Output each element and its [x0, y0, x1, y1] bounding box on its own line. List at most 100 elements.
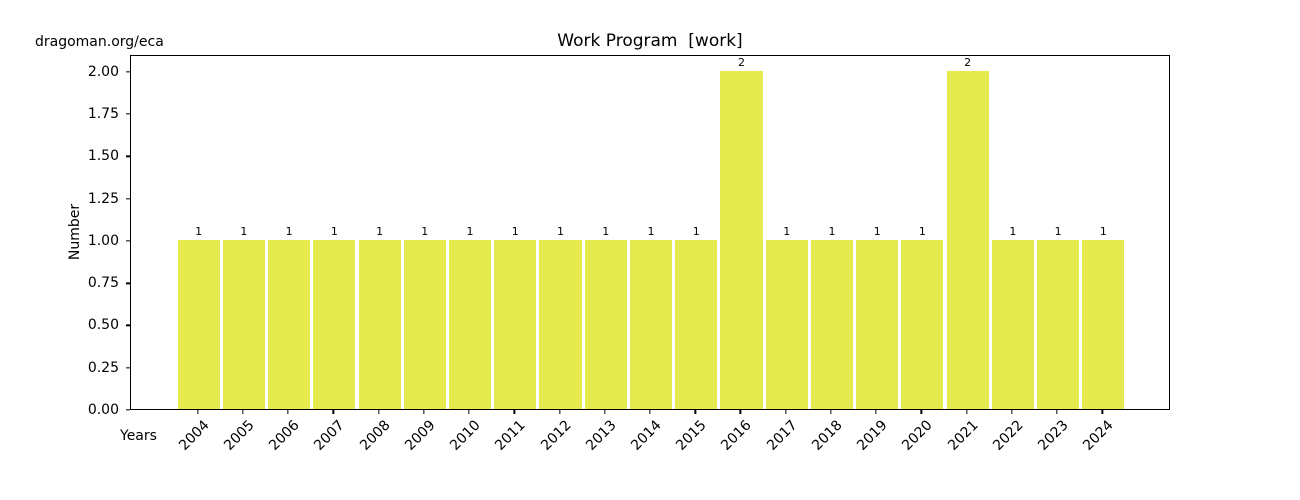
x-tick-mark-2018 [830, 410, 832, 414]
chart-title: Work Program [work] [557, 31, 743, 51]
y-tick-mark-0.50 [126, 324, 130, 327]
x-tick-label-2010: 2010 [447, 417, 484, 454]
x-tick-mark-2020 [920, 410, 923, 414]
bar-2021 [946, 70, 989, 409]
bar-2014 [629, 239, 673, 409]
bar-2023 [1037, 239, 1080, 409]
bar-2010 [449, 239, 492, 409]
x-tick-label-2014: 2014 [628, 417, 665, 454]
bar-value-label-2018: 1 [828, 224, 836, 238]
bar-2024 [1082, 239, 1125, 409]
y-tick-mark-1.50 [126, 155, 130, 158]
x-tick-mark-2005 [242, 410, 244, 414]
bar-value-label-2006: 1 [285, 224, 293, 238]
x-tick-label-2008: 2008 [356, 417, 394, 454]
y-tick-label-1.50: 1.50 [87, 148, 119, 165]
bar-2020 [901, 239, 944, 409]
y-tick-label-1.00: 1.00 [87, 232, 119, 249]
x-tick-mark-2024 [1101, 410, 1104, 414]
bar-value-label-2012: 1 [557, 224, 565, 238]
bar-2015 [675, 239, 718, 409]
bar-value-label-2009: 1 [421, 224, 429, 238]
bar-value-label-2011: 1 [511, 224, 519, 238]
y-tick-mark-1.25 [126, 198, 130, 200]
bar-value-label-2007: 1 [330, 224, 338, 238]
y-tick-mark-0.75 [126, 282, 130, 284]
bar-value-label-2010: 1 [466, 224, 474, 238]
x-tick-mark-2010 [468, 410, 470, 414]
x-tick-label-2009: 2009 [401, 417, 439, 454]
x-tick-label-2013: 2013 [582, 417, 620, 454]
bar-2018 [810, 239, 853, 409]
x-tick-label-2004: 2004 [175, 417, 213, 454]
x-tick-label-2020: 2020 [899, 417, 937, 454]
x-tick-mark-2021 [966, 410, 968, 414]
y-tick-mark-0.00 [126, 409, 130, 411]
x-tick-label-2024: 2024 [1080, 417, 1117, 454]
bar-2016 [720, 70, 763, 409]
bar-2019 [856, 239, 899, 409]
bar-value-label-2019: 1 [873, 224, 881, 238]
x-axis-label: Years [120, 428, 157, 444]
bar-value-label-2022: 1 [1009, 224, 1017, 238]
x-tick-label-2005: 2005 [220, 417, 258, 454]
bar-value-label-2017: 1 [783, 224, 791, 238]
bar-value-label-2016: 2 [737, 55, 745, 69]
watermark-text: dragoman.org/eca [35, 34, 164, 50]
x-tick-mark-2014 [649, 410, 651, 414]
bar-value-label-2005: 1 [240, 224, 248, 238]
x-tick-label-2017: 2017 [763, 417, 801, 454]
bar-value-label-2015: 1 [692, 224, 700, 238]
bar-value-label-2014: 1 [647, 224, 655, 238]
bar-value-label-2013: 1 [602, 224, 610, 238]
bar-value-label-2024: 1 [1099, 224, 1107, 238]
x-tick-label-2022: 2022 [989, 417, 1027, 454]
y-tick-label-1.75: 1.75 [87, 106, 119, 123]
x-tick-mark-2006 [287, 410, 289, 414]
y-tick-mark-2.00 [126, 71, 130, 73]
x-tick-mark-2012 [558, 410, 561, 414]
x-tick-label-2021: 2021 [944, 417, 982, 454]
bar-2009 [403, 239, 446, 409]
y-axis-label: Number [67, 203, 83, 261]
x-tick-label-2006: 2006 [266, 417, 303, 454]
x-tick-mark-2011 [513, 410, 515, 414]
y-tick-mark-1.75 [126, 113, 130, 115]
x-tick-mark-2004 [196, 410, 199, 414]
bar-2013 [584, 239, 627, 409]
x-tick-label-2018: 2018 [809, 417, 846, 454]
x-tick-mark-2023 [1056, 410, 1058, 414]
y-tick-label-0.25: 0.25 [87, 359, 119, 376]
bar-2017 [765, 239, 808, 409]
y-tick-mark-1.00 [126, 240, 130, 242]
bar-2006 [268, 239, 311, 409]
y-tick-label-0.00: 0.00 [87, 402, 119, 418]
bar-2004 [177, 239, 220, 409]
x-tick-mark-2019 [875, 410, 877, 414]
bar-value-label-2023: 1 [1054, 224, 1062, 238]
x-tick-label-2011: 2011 [492, 417, 529, 454]
x-axis: 2004 2005 2006 2007 2008 2009 2010 2011 2012 2013… [130, 410, 1170, 500]
x-tick-label-2012: 2012 [537, 417, 575, 454]
bar-value-label-2021: 2 [964, 55, 972, 69]
bar-value-label-2020: 1 [918, 224, 926, 238]
x-tick-mark-2013 [604, 410, 606, 414]
x-tick-mark-2022 [1011, 410, 1013, 414]
x-tick-label-2019: 2019 [854, 417, 891, 454]
bar-value-label-2008: 1 [376, 224, 384, 238]
y-tick-label-1.25: 1.25 [87, 190, 119, 207]
y-axis: 0.00 0.25 0.50 0.75 1.00 1.25 1.50 1.75 2.00 [0, 55, 130, 417]
x-tick-mark-2007 [332, 410, 334, 414]
bar-2007 [313, 239, 356, 409]
x-tick-mark-2016 [739, 410, 742, 414]
x-tick-label-2016: 2016 [718, 417, 756, 454]
x-tick-mark-2009 [423, 410, 425, 414]
y-tick-label-0.50: 0.50 [87, 317, 119, 334]
bar-2012 [539, 239, 582, 409]
x-tick-mark-2017 [785, 410, 787, 414]
x-tick-label-2023: 2023 [1035, 417, 1072, 454]
y-tick-label-2.00: 2.00 [87, 63, 119, 80]
bar-2022 [991, 239, 1034, 409]
x-tick-mark-2008 [377, 410, 380, 414]
